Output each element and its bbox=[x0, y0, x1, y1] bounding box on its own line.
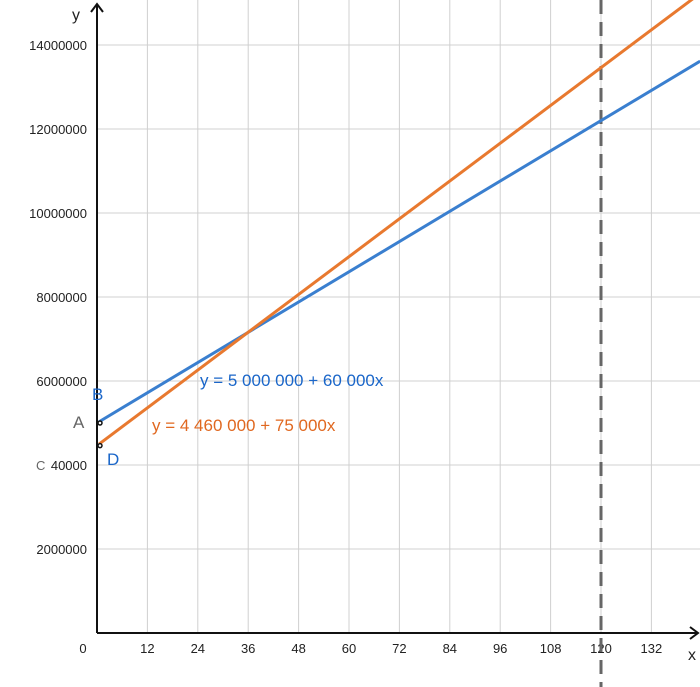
y-tick-label: 10000000 bbox=[29, 206, 87, 221]
series-label-1: y = 5 000 000 + 60 000x bbox=[200, 371, 384, 390]
point-label-D: D bbox=[107, 450, 119, 469]
x-axis-arrow-icon bbox=[689, 626, 700, 640]
x-tick-label: 12 bbox=[140, 641, 154, 656]
x-tick-label: 24 bbox=[191, 641, 205, 656]
point-label-C: C bbox=[36, 458, 45, 473]
series-label-2: y = 4 460 000 + 75 000x bbox=[152, 416, 336, 435]
series-line-2 bbox=[98, 0, 694, 446]
point-D bbox=[97, 442, 103, 449]
y-tick-label: 12000000 bbox=[29, 122, 87, 137]
x-tick-label: 84 bbox=[443, 641, 457, 656]
x-tick-label: 132 bbox=[641, 641, 663, 656]
point-label-A: A bbox=[73, 413, 85, 432]
x-tick-label: 60 bbox=[342, 641, 356, 656]
x-tick-label: 36 bbox=[241, 641, 255, 656]
x-tick-label: 48 bbox=[291, 641, 305, 656]
y-axis-label: y bbox=[72, 7, 80, 24]
point-B bbox=[97, 420, 103, 426]
x-tick-label: 72 bbox=[392, 641, 406, 656]
y-tick-label: 14000000 bbox=[29, 38, 87, 53]
x-axis-label: x bbox=[688, 647, 696, 664]
origin-label: 0 bbox=[79, 641, 86, 656]
y-axis-arrow-icon bbox=[90, 2, 104, 13]
point-label-B: B bbox=[92, 385, 103, 404]
x-tick-label: 108 bbox=[540, 641, 562, 656]
series-line-1 bbox=[98, 59, 700, 424]
y-tick-label: 8000000 bbox=[36, 290, 87, 305]
y-tick-label: 40000 bbox=[51, 458, 87, 473]
y-tick-label: 6000000 bbox=[36, 374, 87, 389]
x-tick-label: 96 bbox=[493, 641, 507, 656]
y-tick-label: 2000000 bbox=[36, 542, 87, 557]
